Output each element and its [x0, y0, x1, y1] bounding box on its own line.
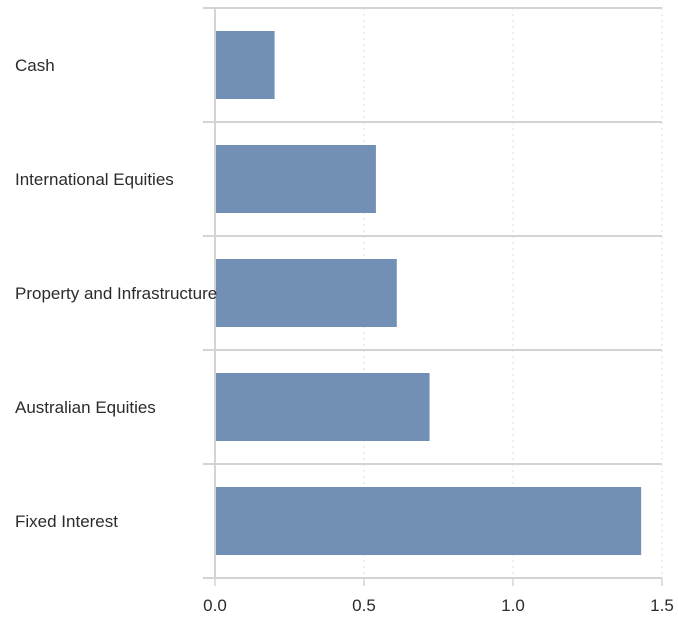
- category-label: Australian Equities: [15, 398, 156, 417]
- category-label: Cash: [15, 56, 55, 75]
- x-tick-label: 1.5: [650, 596, 674, 615]
- category-labels: Cash International Equities Property and I…: [15, 56, 217, 531]
- category-label: Fixed Interest: [15, 512, 118, 531]
- x-tick-labels: 0.0 0.5 1.0 1.5: [203, 596, 674, 615]
- bar-australian-equities: [215, 373, 430, 441]
- axes: [203, 7, 663, 586]
- x-tick-label: 0.5: [352, 596, 376, 615]
- bar-international-equities: [215, 145, 376, 213]
- x-tick-label: 0.0: [203, 596, 227, 615]
- category-label: International Equities: [15, 170, 174, 189]
- bar-property-and-infrastructure: [215, 259, 397, 327]
- category-label: Property and Infrastructure: [15, 284, 217, 303]
- bar-group: [215, 31, 642, 555]
- grid-lines: [363, 8, 663, 578]
- x-tick-label: 1.0: [501, 596, 525, 615]
- bar-fixed-interest: [215, 487, 642, 555]
- bar-cash: [215, 31, 275, 99]
